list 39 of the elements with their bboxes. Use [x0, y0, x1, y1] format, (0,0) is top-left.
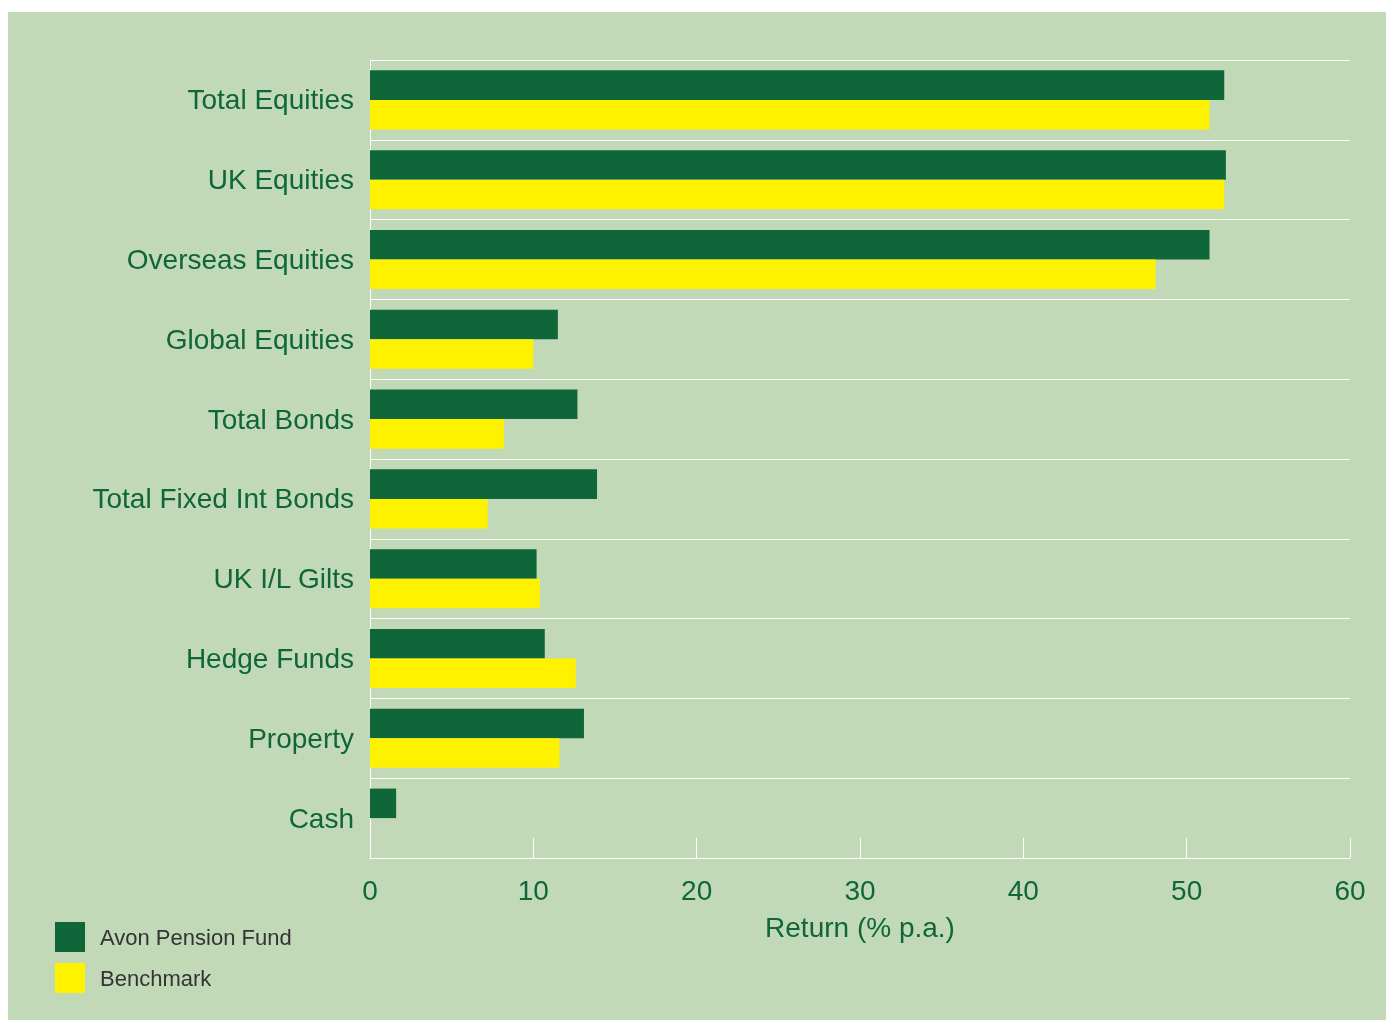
x-tick-label: 50 [1171, 874, 1203, 906]
bar [370, 549, 537, 579]
y-tick-label: Overseas Equities [126, 244, 354, 275]
y-tick-label: Cash [288, 802, 354, 834]
bar [370, 179, 1225, 210]
y-tick-label: Property [248, 722, 354, 754]
y-tick-label: Hedge Funds [185, 643, 354, 674]
x-tick-label: 0 [362, 874, 378, 906]
bar [370, 339, 534, 369]
bar [370, 708, 584, 739]
bar [370, 738, 560, 768]
bar [370, 309, 558, 340]
bar [370, 419, 504, 449]
y-tick-label: Total Equities [187, 84, 354, 116]
bar [370, 259, 1156, 290]
legend-label: Benchmark [100, 965, 213, 991]
y-tick-label: UK I/L Gilts [213, 563, 354, 595]
x-tick-label: 20 [681, 874, 713, 906]
bar [370, 150, 1226, 180]
bar [370, 498, 488, 529]
y-tick-label: UK Equities [207, 164, 354, 196]
x-tick-label: 40 [1007, 874, 1039, 906]
y-tick-label: Total Bonds [207, 403, 354, 435]
x-tick-label: 60 [1334, 874, 1366, 906]
legend-label: Avon Pension Fund [100, 924, 292, 950]
x-axis-title: Return (% p.a.) [765, 911, 955, 943]
bar [370, 788, 397, 819]
bar [370, 389, 578, 420]
bar [370, 469, 598, 499]
bar [370, 70, 1225, 100]
bar [370, 658, 576, 689]
x-tick-label: 30 [844, 874, 876, 906]
bar [370, 99, 1210, 130]
y-tick-label: Total Fixed Int Bonds [92, 483, 354, 515]
y-tick-label: Global Equities [165, 323, 354, 355]
bar [370, 628, 545, 659]
x-tick-label: 10 [517, 874, 549, 906]
bar [370, 578, 540, 609]
bar [370, 229, 1210, 260]
